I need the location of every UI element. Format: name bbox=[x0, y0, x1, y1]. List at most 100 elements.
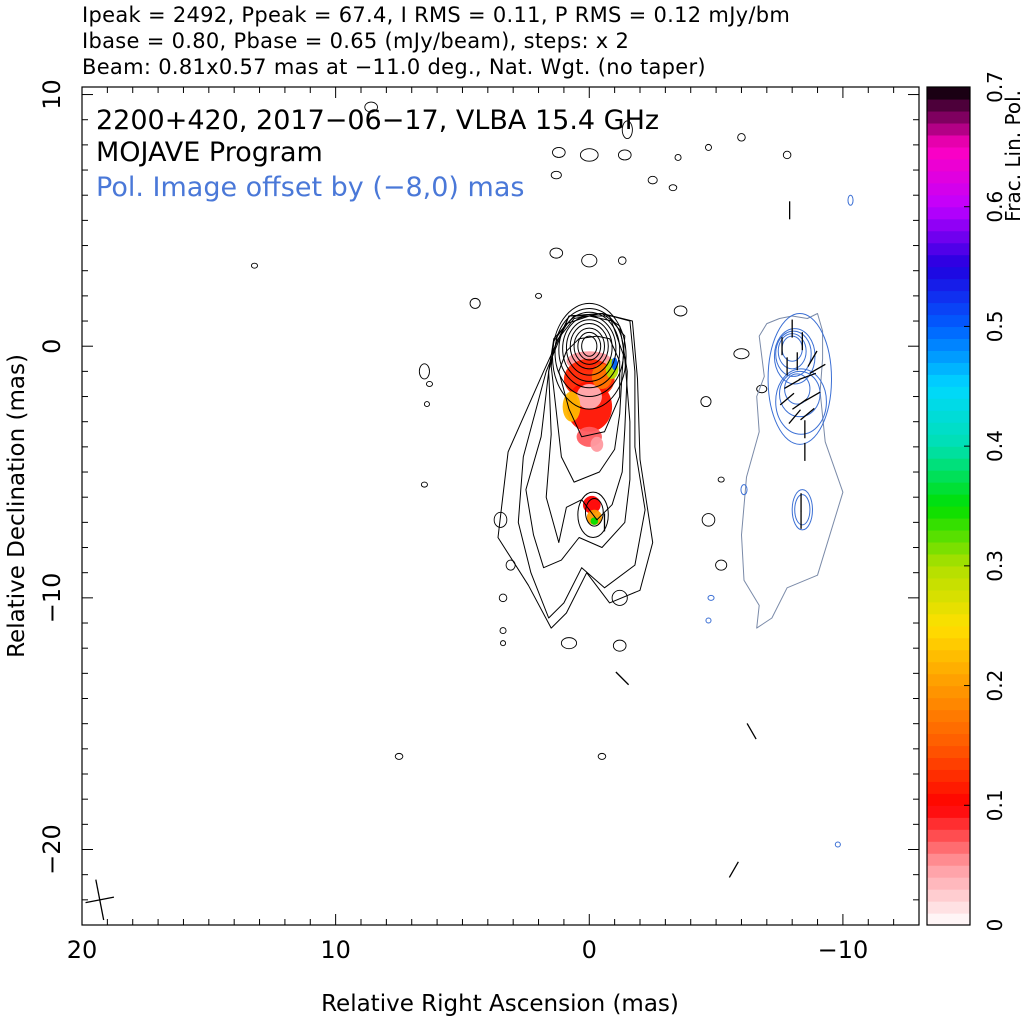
y-tick-label: 10 bbox=[38, 79, 66, 110]
noise-contour bbox=[535, 292, 543, 299]
colorbar-segment bbox=[927, 541, 970, 555]
noise-contour bbox=[579, 148, 599, 162]
colorbar-segment bbox=[927, 266, 970, 280]
core-contour bbox=[573, 327, 605, 365]
noise-contour bbox=[423, 401, 430, 408]
colorbar-segment bbox=[927, 865, 970, 878]
y-axis-label: Relative Declination (mas) bbox=[4, 354, 30, 658]
noise-contour bbox=[499, 627, 507, 635]
pol-contour bbox=[775, 368, 827, 435]
noise-contour bbox=[617, 256, 627, 265]
colorbar-segment bbox=[927, 470, 970, 483]
colorbar-segment bbox=[927, 901, 970, 914]
noise-contour bbox=[715, 559, 728, 571]
colorbar-segment bbox=[927, 649, 970, 663]
colorbar-segment bbox=[927, 721, 970, 735]
colorbar-tick-label: 0.6 bbox=[983, 191, 1007, 223]
noise-contour bbox=[581, 253, 598, 268]
colorbar-segment bbox=[927, 817, 970, 830]
noise-contour bbox=[493, 511, 508, 528]
colorbar-segment bbox=[927, 242, 970, 256]
colorbar-segment bbox=[927, 386, 970, 399]
colorbar-segment bbox=[927, 733, 970, 747]
colorbar-segment bbox=[927, 326, 970, 339]
colorbar-segment bbox=[927, 254, 970, 268]
noise-contour bbox=[647, 175, 658, 185]
offset-annotation: Pol. Image offset by (−8,0) mas bbox=[96, 172, 524, 203]
frac-pol-patch bbox=[590, 517, 599, 525]
colorbar-segment bbox=[927, 841, 970, 854]
colorbar-segment bbox=[927, 565, 970, 579]
colorbar-segment bbox=[927, 458, 970, 471]
pol-contour bbox=[784, 373, 811, 405]
noise-contour bbox=[701, 513, 716, 527]
colorbar-segment bbox=[927, 170, 970, 184]
x-tick-label: 20 bbox=[67, 936, 98, 964]
knot-contour bbox=[584, 497, 604, 527]
noise-contour bbox=[560, 637, 578, 650]
pol-contour bbox=[791, 489, 813, 531]
colorbar-segment bbox=[927, 494, 970, 507]
x-tick-label: 10 bbox=[320, 936, 351, 964]
jet-contour bbox=[525, 315, 631, 569]
colorbar-segment bbox=[927, 230, 970, 244]
core-contour bbox=[565, 319, 613, 376]
colorbar-segment bbox=[927, 709, 970, 723]
colorbar-segment bbox=[927, 685, 970, 699]
colorbar-segment bbox=[927, 410, 970, 423]
evpa-tick bbox=[615, 671, 630, 686]
evpa-tick bbox=[728, 861, 739, 878]
noise-contour bbox=[700, 396, 712, 408]
colorbar-tick-label: 0 bbox=[983, 919, 1007, 932]
colorbar-segment bbox=[927, 482, 970, 495]
y-tick-label: 0 bbox=[38, 339, 66, 354]
noise-contour bbox=[425, 380, 433, 387]
pol-contour bbox=[707, 594, 715, 601]
evpa-tick bbox=[804, 391, 821, 402]
pol-contour bbox=[779, 370, 821, 418]
axis-ticks bbox=[82, 87, 919, 925]
colorbar-segment bbox=[927, 374, 970, 387]
noise-contour bbox=[611, 589, 628, 606]
colorbar-segment bbox=[927, 506, 970, 519]
plot-frame bbox=[81, 86, 920, 926]
noise-contour bbox=[612, 639, 627, 652]
evpa-tick bbox=[798, 372, 817, 381]
noise-contour bbox=[364, 101, 378, 113]
noise-contour bbox=[756, 384, 768, 394]
colorbar-segment bbox=[927, 757, 970, 770]
colorbar-tick-label: 0.7 bbox=[983, 71, 1007, 103]
colorbar-segment bbox=[927, 110, 970, 124]
colorbar-segment bbox=[927, 877, 970, 890]
colorbar-segment bbox=[927, 913, 970, 926]
evpa-tick bbox=[746, 723, 757, 740]
colorbar-segment bbox=[927, 87, 970, 100]
noise-contours bbox=[250, 101, 792, 760]
pol-contour bbox=[773, 328, 816, 385]
colorbar-segment bbox=[927, 589, 970, 603]
colorbar-segment bbox=[927, 625, 970, 639]
colorbar-segment bbox=[927, 853, 970, 866]
colorbar-tick-label: 0.2 bbox=[983, 670, 1007, 702]
pol-contour bbox=[767, 312, 832, 445]
noise-contour bbox=[733, 348, 750, 360]
x-tick-label: 0 bbox=[582, 936, 597, 964]
colorbar-tick-label: 0.5 bbox=[983, 310, 1007, 342]
noise-contour bbox=[418, 363, 430, 380]
knot-contour bbox=[577, 491, 609, 538]
colorbar-segment bbox=[927, 302, 970, 316]
colorbar-segment bbox=[927, 218, 970, 232]
x-tick-label: −10 bbox=[818, 936, 869, 964]
header-line-3: Beam: 0.81x0.57 mas at −11.0 deg., Nat. … bbox=[82, 55, 706, 79]
noise-contour bbox=[668, 184, 678, 192]
colorbar-segment bbox=[927, 829, 970, 842]
evpa-tick bbox=[800, 407, 815, 421]
colorbar-segment bbox=[927, 194, 970, 208]
jet-contour bbox=[550, 315, 626, 483]
colorbar-segment bbox=[927, 434, 970, 447]
source-annotation: 2200+420, 2017−06−17, VLBA 15.4 GHz bbox=[96, 105, 659, 136]
y-tick-label: −10 bbox=[38, 573, 66, 624]
colorbar-segment bbox=[927, 577, 970, 591]
noise-contour bbox=[674, 153, 682, 161]
